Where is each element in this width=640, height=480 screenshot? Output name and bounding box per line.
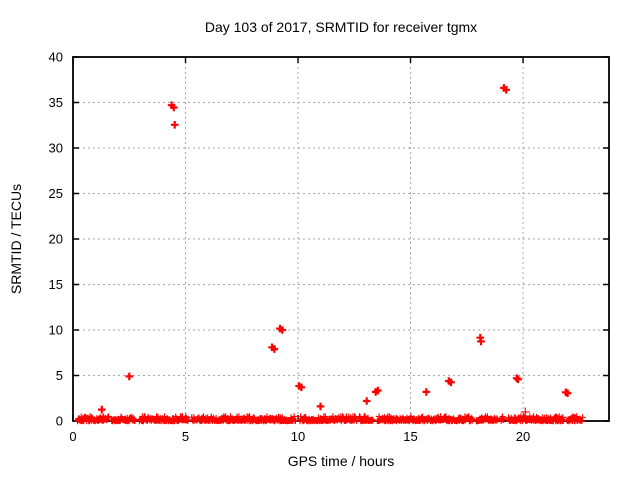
y-tick-label: 0 bbox=[56, 414, 63, 429]
y-tick-label: 25 bbox=[49, 186, 63, 201]
x-axis-label: GPS time / hours bbox=[287, 453, 395, 469]
y-tick-label: 20 bbox=[49, 232, 63, 247]
y-tick-label: 15 bbox=[49, 277, 63, 292]
y-tick-label: 30 bbox=[49, 141, 63, 156]
y-tick-label: 10 bbox=[49, 323, 63, 338]
x-tick-labels: 0 5 10 15 20 bbox=[69, 429, 530, 444]
y-tick-label: 40 bbox=[49, 50, 63, 65]
x-tick-label: 0 bbox=[69, 429, 76, 444]
x-tick-label: 5 bbox=[182, 429, 189, 444]
outlier-points-bold bbox=[98, 84, 572, 414]
baseline-band-points bbox=[74, 413, 586, 425]
grid-lines bbox=[73, 57, 609, 421]
x-tick-label: 15 bbox=[403, 429, 417, 444]
y-tick-label: 5 bbox=[56, 368, 63, 383]
x-tick-label: 20 bbox=[516, 429, 530, 444]
x-tick-label: 10 bbox=[291, 429, 305, 444]
y-tick-label: 35 bbox=[49, 95, 63, 110]
y-tick-labels: 0 5 10 15 20 25 30 35 40 bbox=[49, 50, 63, 429]
chart-title: Day 103 of 2017, SRMTID for receiver tgm… bbox=[204, 19, 478, 35]
outlier-point-thin bbox=[520, 407, 530, 417]
